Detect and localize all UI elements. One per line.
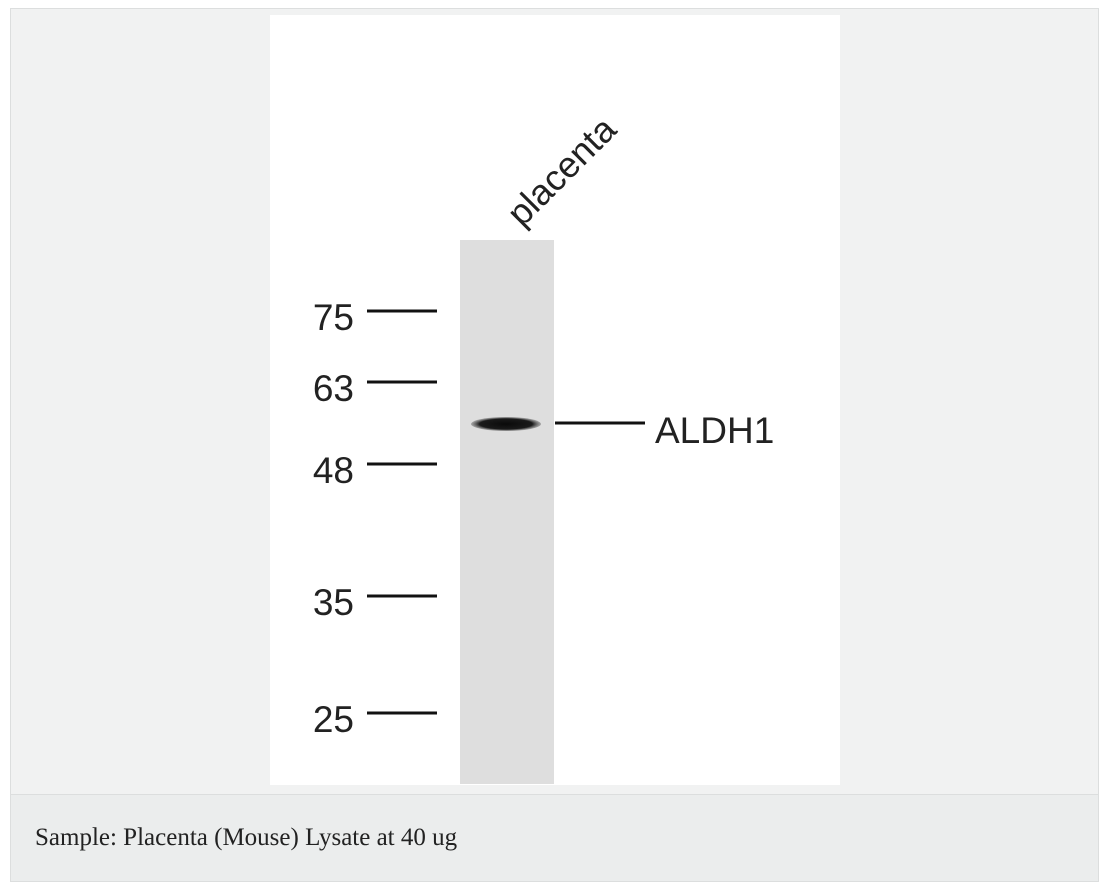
band bbox=[471, 417, 541, 431]
marker-label: 25 bbox=[313, 699, 354, 740]
lane bbox=[460, 240, 554, 784]
figure-card: placenta 7563483525 ALDH1 Sample: Placen… bbox=[0, 0, 1101, 882]
band-label: ALDH1 bbox=[655, 410, 774, 451]
blot-panel bbox=[270, 15, 840, 785]
page: placenta 7563483525 ALDH1 Sample: Placen… bbox=[0, 0, 1101, 882]
marker-label: 48 bbox=[313, 450, 354, 491]
marker-label: 75 bbox=[313, 297, 354, 338]
marker-label: 63 bbox=[313, 368, 354, 409]
caption: Sample: Placenta (Mouse) Lysate at 40 ug bbox=[35, 824, 458, 851]
marker-label: 35 bbox=[313, 582, 354, 623]
